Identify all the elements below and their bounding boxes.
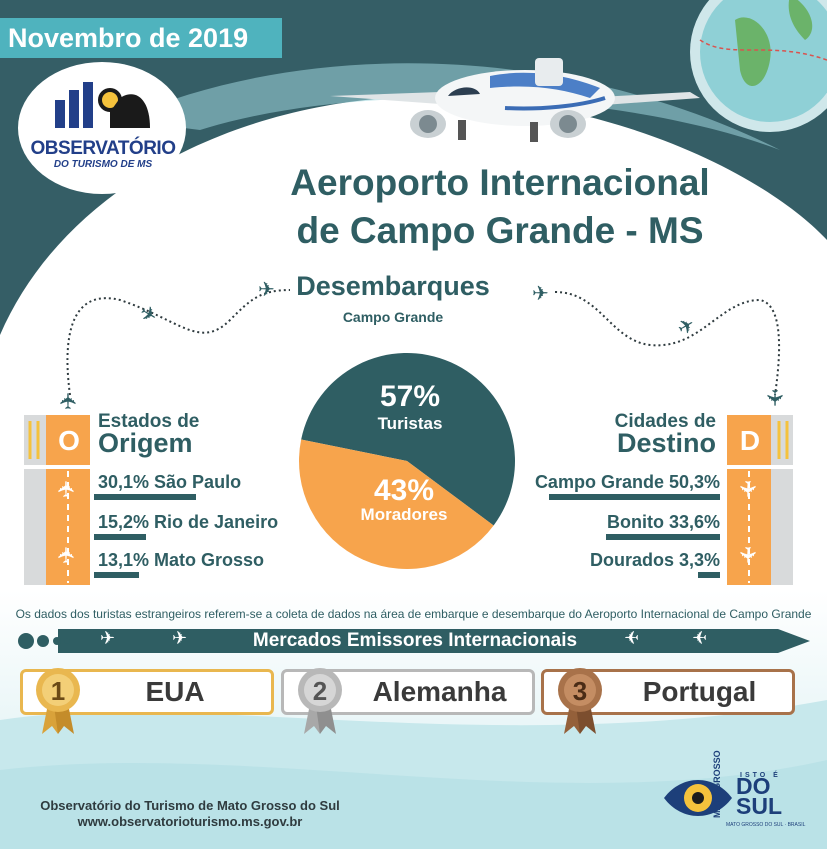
destination-letter: D [739, 425, 761, 456]
silver-medal-icon [298, 668, 342, 734]
data-note: Os dados dos turistas estrangeiros refer… [15, 607, 812, 621]
plane-icon: ✈ [762, 388, 788, 408]
destination-bar [698, 572, 720, 578]
footer-line1: Observatório do Turismo de Mato Grosso d… [40, 798, 340, 813]
rank-number-3: 3 [572, 676, 588, 706]
pie-slice-moradores [299, 439, 494, 569]
rank-number-1: 1 [50, 676, 66, 706]
origin-letter: O [58, 425, 80, 456]
brand-big: DO SUL [736, 773, 782, 819]
date-banner: Novembro de 2019 [0, 18, 282, 58]
section-subtitle: Campo Grande [342, 309, 444, 325]
pie-label-moradores-pct: 43% [373, 474, 435, 507]
gold-medal-icon [36, 668, 80, 734]
rank-number-2: 2 [312, 676, 328, 706]
rank-country-2: Alemanha [372, 676, 507, 707]
origin-item: 15,2% Rio de Janeiro [98, 512, 279, 532]
plane-icon: ✈ [692, 628, 708, 648]
origin-bar [94, 572, 139, 578]
runway-plane-icon: ✈ [54, 545, 80, 565]
brand-small-top: ISTO É [740, 772, 781, 779]
pie-label-moradores: Moradores [360, 505, 448, 524]
destination-heading-line2: Destino [616, 428, 716, 458]
airplane-illustration [330, 58, 700, 142]
origin-item: 30,1% São Paulo [98, 472, 242, 492]
runway-plane-icon: ✈ [54, 479, 80, 499]
destination-item: Campo Grande 50,3% [534, 472, 720, 492]
markets-title: Mercados Emissores Internacionais [252, 630, 578, 651]
brand-tagline: MATO GROSSO DO SUL · BRASIL [726, 822, 806, 828]
destination-bar [605, 534, 720, 540]
origin-runway [24, 415, 90, 585]
plane-icon: ✈ [56, 391, 82, 411]
logo-subtitle: DO TURISMO DE MS [53, 159, 153, 170]
brand-vertical: MATO GROSSO [712, 750, 722, 818]
pie-slice-turistas [301, 352, 516, 526]
pie-label-turistas: Turistas [377, 414, 443, 433]
footer-line2[interactable]: www.observatorioturismo.ms.gov.br [77, 814, 303, 829]
destination-item: Dourados 3,3% [589, 550, 720, 570]
page-title-line2: de Campo Grande - MS [296, 210, 704, 251]
destination-bar [548, 494, 720, 500]
plane-icon: ✈ [258, 279, 275, 301]
pie-label-turistas-pct: 57% [379, 380, 441, 413]
markets-header-bar [18, 629, 810, 653]
destination-item: Bonito 33,6% [606, 512, 720, 532]
origin-bar [94, 534, 146, 540]
eye-logo-icon [664, 780, 732, 816]
bronze-medal-icon [558, 668, 602, 734]
binoculars-chart-icon [55, 82, 150, 128]
observatorio-logo [18, 62, 186, 194]
origin-bar [94, 494, 197, 500]
page-title-line1: Aeroporto Internacional [290, 162, 710, 203]
plane-icon: ✈ [172, 628, 188, 648]
logo-title: OBSERVATÓRIO [30, 138, 176, 159]
plane-icon: ✈ [624, 628, 640, 648]
origin-item: 13,1% Mato Grosso [98, 550, 265, 570]
pie-chart [299, 352, 516, 569]
runway-plane-icon: ✈ [735, 479, 761, 499]
destination-runway [727, 415, 793, 585]
section-title: Desembarques [296, 271, 490, 301]
plane-icon: ✈ [532, 283, 549, 305]
rank-country-3: Portugal [642, 676, 757, 707]
plane-icon: ✈ [100, 628, 116, 648]
runway-plane-icon: ✈ [735, 545, 761, 565]
rank-country-1: EUA [145, 676, 205, 707]
origin-heading-line1: Estados de [98, 411, 200, 432]
origin-heading-line2: Origem [98, 428, 193, 458]
destination-heading-line1: Cidades de [614, 411, 716, 432]
